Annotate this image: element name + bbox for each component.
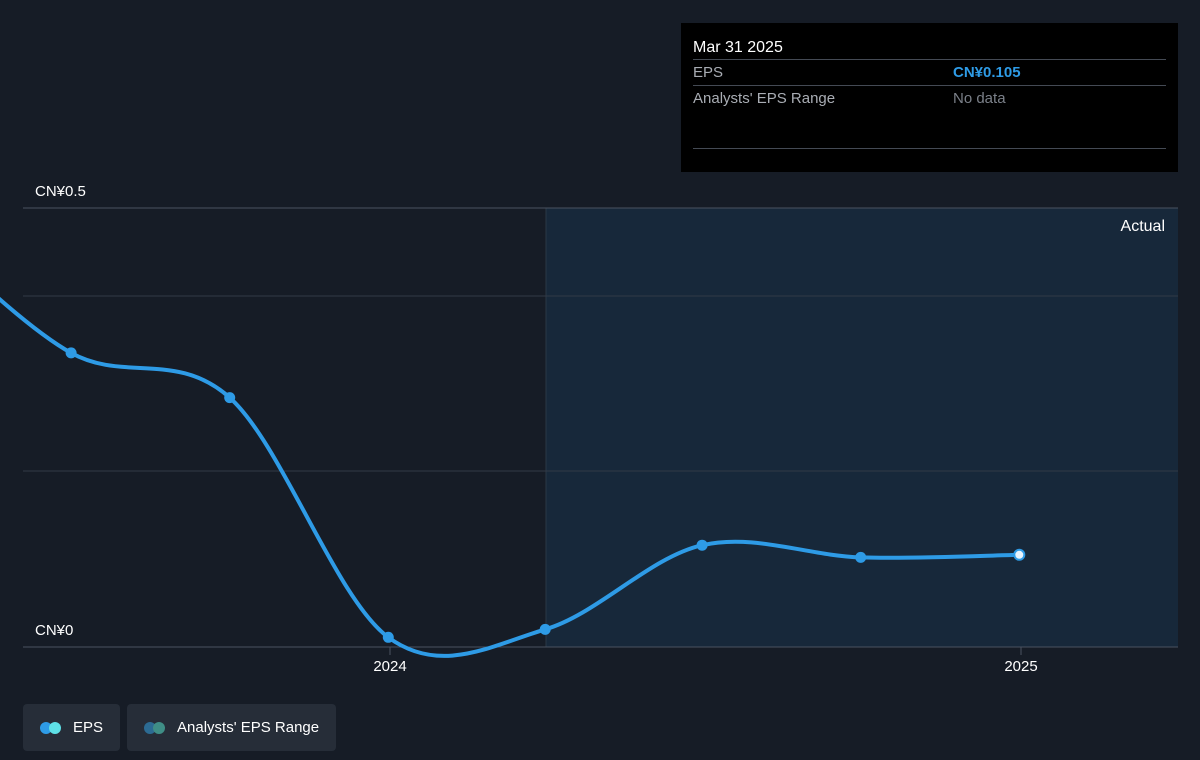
tooltip-eps-label: EPS xyxy=(693,64,724,81)
legend-dot xyxy=(153,721,166,734)
eps-point[interactable] xyxy=(382,631,394,643)
eps-point[interactable] xyxy=(539,623,551,635)
legend-dot xyxy=(49,721,61,734)
eps-series-line xyxy=(0,296,1022,658)
eps-series-points xyxy=(65,347,1026,643)
legend-eps-label: EPS xyxy=(73,719,104,736)
y-tick-label-bottom: CN¥0 xyxy=(35,622,73,639)
eps-point[interactable] xyxy=(696,539,708,551)
x-tick-label-2024: 2024 xyxy=(373,658,406,675)
eps-chart: CN¥0.5 CN¥0 2024 2025 Actual xyxy=(0,183,1178,675)
tooltip-row-range: Analysts' EPS Range No data xyxy=(693,85,1166,111)
actual-region-shade xyxy=(546,208,1178,647)
y-tick-label-top: CN¥0.5 xyxy=(35,183,86,200)
actual-region-label: Actual xyxy=(1121,218,1165,235)
eps-point[interactable] xyxy=(855,551,867,563)
legend-analysts-range-button[interactable]: Analysts' EPS Range xyxy=(127,704,337,751)
x-tick-label-2025: 2025 xyxy=(1004,658,1037,675)
legend-analysts-range-label: Analysts' EPS Range xyxy=(177,719,320,736)
tooltip-divider xyxy=(693,148,1166,149)
legend: EPS Analysts' EPS Range xyxy=(23,704,337,751)
tooltip-date: Mar 31 2025 xyxy=(693,39,783,56)
tooltip-range-label: Analysts' EPS Range xyxy=(693,90,836,107)
hover-tooltip: Mar 31 2025 EPS CN¥0.105 Analysts' EPS R… xyxy=(681,23,1178,172)
analysts-range-legend-icon xyxy=(144,721,168,734)
eps-legend-icon xyxy=(40,721,64,734)
tooltip-range-value: No data xyxy=(953,90,1006,107)
eps-point-highlighted[interactable] xyxy=(1013,548,1026,561)
eps-point[interactable] xyxy=(65,347,77,359)
legend-eps-button[interactable]: EPS xyxy=(23,704,121,751)
tooltip-eps-value: CN¥0.105 xyxy=(953,64,1021,81)
eps-point[interactable] xyxy=(224,392,236,404)
tooltip-row-eps: EPS CN¥0.105 xyxy=(693,59,1166,85)
